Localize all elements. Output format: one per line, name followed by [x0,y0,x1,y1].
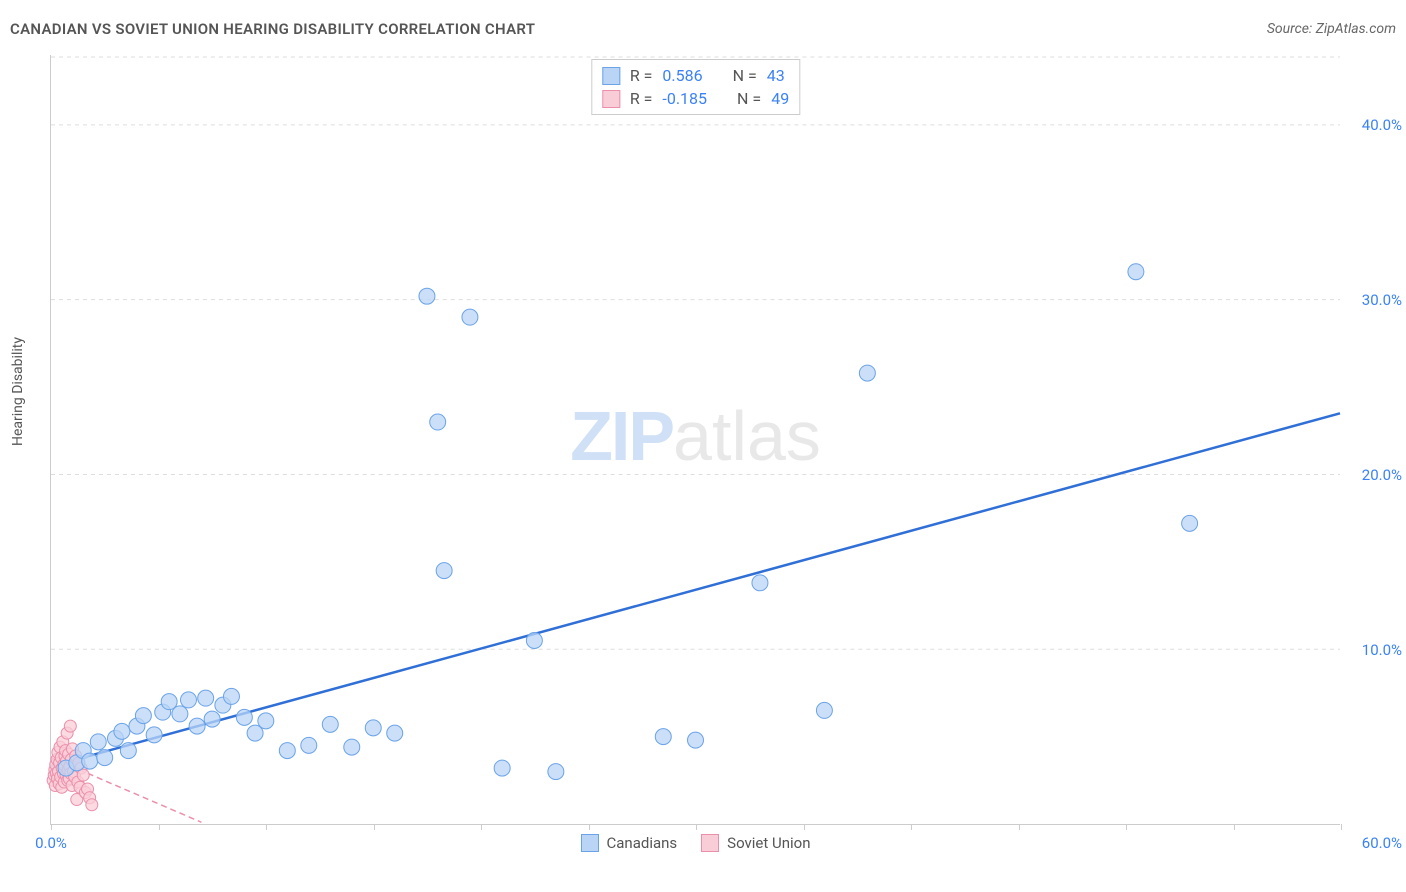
x-tick [159,824,160,830]
r-label: R = [630,89,653,108]
x-tick [589,824,590,830]
n-value-canadians: 43 [767,66,785,85]
x-tick-label: 0.0% [35,834,67,852]
x-tick [1019,824,1020,830]
r-value-soviet: -0.185 [662,89,707,108]
x-tick [266,824,267,830]
x-tick [51,824,52,830]
n-label: N = [737,89,761,108]
swatch-canadians [602,67,620,85]
y-tick-label: 20.0% [1362,466,1402,484]
legend-label-canadians: Canadians [606,834,677,852]
correlation-row-soviet: R = -0.185 N = 49 [602,87,789,110]
x-tick [1341,824,1342,830]
scatter-svg [51,55,1340,824]
r-value-canadians: 0.586 [662,66,702,85]
n-value-soviet: 49 [771,89,789,108]
r-label: R = [630,66,653,85]
x-tick [804,824,805,830]
chart-title: CANADIAN VS SOVIET UNION HEARING DISABIL… [10,20,535,38]
x-tick [481,824,482,830]
swatch-soviet-icon [701,834,719,852]
x-tick-label: 60.0% [1362,834,1402,852]
legend-item-canadians: Canadians [580,834,677,852]
y-tick-label: 30.0% [1362,291,1402,309]
legend-item-soviet: Soviet Union [701,834,810,852]
x-tick [1234,824,1235,830]
title-bar: CANADIAN VS SOVIET UNION HEARING DISABIL… [10,20,1396,38]
correlation-row-canadians: R = 0.586 N = 43 [602,64,789,87]
swatch-canadians-icon [580,834,598,852]
series-legend: Canadians Soviet Union [580,834,810,852]
correlation-legend: R = 0.586 N = 43 R = -0.185 N = 49 [591,59,800,115]
x-tick [696,824,697,830]
swatch-soviet [602,90,620,108]
legend-label-soviet: Soviet Union [727,834,810,852]
source-label: Source: ZipAtlas.com [1267,21,1396,37]
y-tick-label: 40.0% [1362,116,1402,134]
x-tick [1126,824,1127,830]
n-label: N = [733,66,757,85]
x-tick [374,824,375,830]
plot-area: ZIPatlas R = 0.586 N = 43 R = -0.185 N =… [50,55,1340,825]
y-axis-label: Hearing Disability [10,337,26,446]
y-tick-label: 10.0% [1362,641,1402,659]
x-tick [911,824,912,830]
